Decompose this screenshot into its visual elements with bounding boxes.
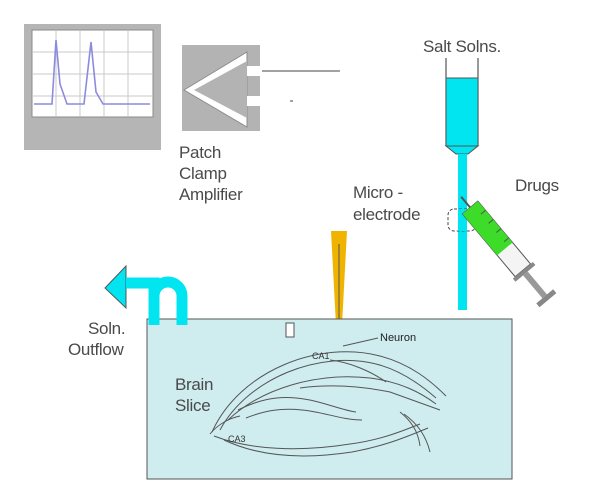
patch-label: Patch: [179, 143, 221, 162]
amplifier-label: Amplifier: [179, 185, 243, 204]
neuron-pointer-line: [342, 337, 379, 347]
action-potential-trace: [34, 39, 150, 105]
oscilloscope-monitor: [24, 24, 161, 150]
reference-electrode: [285, 322, 295, 338]
ca3-label: CA3: [228, 434, 246, 444]
salt-solution-syringe: [444, 58, 480, 310]
electrode-label: electrode: [353, 205, 420, 224]
perfusion-inflow-tube: [458, 154, 467, 310]
hippocampus-slice: [209, 351, 447, 457]
brain-label: Brain: [175, 375, 213, 394]
outflow-arrow-head: [104, 264, 127, 310]
drugs-label: Drugs: [515, 176, 559, 195]
soln-label: Soln.: [88, 319, 125, 338]
outflow-label: Outflow: [68, 340, 125, 359]
outflow-tube: [104, 264, 188, 325]
salt-solns-label: Salt Solns.: [423, 37, 501, 56]
slice-label: Slice: [175, 396, 210, 415]
micro-label: Micro -: [353, 183, 403, 202]
amplifier-box: [182, 45, 340, 131]
slice-chamber-bath: [146, 318, 513, 480]
drug-syringe: [460, 196, 557, 308]
neuron-label: Neuron: [380, 332, 416, 344]
ca1-label: CA1: [312, 351, 330, 361]
clamp-label: Clamp: [179, 164, 227, 183]
